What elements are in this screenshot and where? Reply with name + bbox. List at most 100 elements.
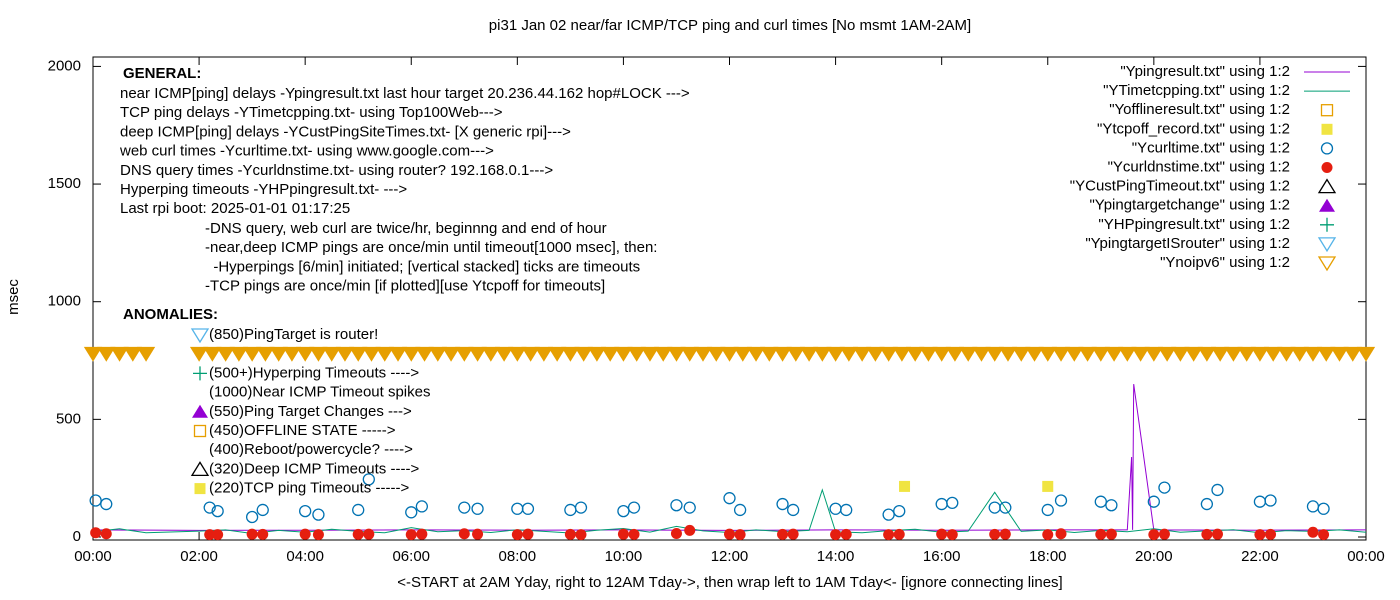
data-point bbox=[100, 528, 112, 540]
data-point bbox=[892, 346, 912, 362]
data-point bbox=[511, 502, 524, 515]
data-point bbox=[472, 528, 484, 540]
x-tick-label: 00:00 bbox=[1347, 548, 1385, 565]
x-tick-label: 18:00 bbox=[1029, 548, 1067, 565]
annotation-heading: GENERAL: bbox=[123, 65, 201, 82]
data-point bbox=[561, 346, 580, 362]
data-point bbox=[1330, 346, 1349, 362]
x-tick-label: 02:00 bbox=[180, 548, 218, 565]
data-point bbox=[587, 346, 607, 362]
annotation: (320)Deep ICMP Timeouts ----> bbox=[209, 460, 419, 477]
data-point bbox=[614, 346, 633, 362]
data-point bbox=[1042, 480, 1054, 492]
legend-label: "Ynoipv6" using 1:2 bbox=[1160, 254, 1290, 271]
data-point bbox=[1131, 346, 1150, 362]
data-point bbox=[1237, 346, 1256, 362]
data-point bbox=[415, 500, 429, 513]
annotation: -DNS query, web curl are twice/hr, begin… bbox=[205, 220, 607, 237]
annotation: TCP ping delays -YTimetcpping.txt- using… bbox=[120, 104, 503, 121]
data-point bbox=[90, 527, 102, 539]
data-point bbox=[787, 528, 799, 540]
data-point bbox=[670, 527, 682, 539]
data-point bbox=[1211, 483, 1224, 497]
legend-label: "YpingtargetISrouter" using 1:2 bbox=[1085, 235, 1290, 252]
x-tick-label: 14:00 bbox=[817, 548, 855, 565]
data-point bbox=[1078, 346, 1097, 362]
data-point bbox=[776, 497, 789, 511]
data-point bbox=[216, 346, 235, 362]
data-point bbox=[1317, 502, 1330, 515]
data-point bbox=[458, 501, 471, 514]
data-point bbox=[322, 346, 341, 362]
series-line bbox=[92, 488, 1367, 535]
annotation: -near,deep ICMP pings are once/min until… bbox=[205, 239, 657, 256]
data-point bbox=[110, 346, 129, 362]
data-point bbox=[1307, 526, 1319, 538]
data-point bbox=[936, 528, 948, 540]
data-point bbox=[628, 528, 640, 540]
data-point bbox=[1038, 346, 1057, 362]
legend-swatch bbox=[1317, 178, 1337, 194]
annotation: (1000)Near ICMP Timeout spikes bbox=[209, 384, 430, 401]
data-point bbox=[670, 499, 683, 512]
data-point bbox=[212, 529, 224, 541]
data-point bbox=[189, 346, 209, 362]
data-point bbox=[415, 346, 434, 362]
data-point bbox=[296, 346, 315, 362]
x-tick-label: 06:00 bbox=[392, 548, 430, 565]
y-tick-label: 1000 bbox=[48, 293, 81, 310]
data-point bbox=[1157, 346, 1177, 362]
legend-swatch bbox=[1320, 142, 1334, 155]
data-point bbox=[362, 346, 381, 362]
data-point bbox=[269, 346, 288, 362]
x-axis-label: <-START at 2AM Yday, right to 12AM Tday-… bbox=[397, 574, 1062, 591]
legend-label: "Ypingresult.txt" using 1:2 bbox=[1120, 63, 1290, 80]
data-point bbox=[720, 346, 739, 362]
data-point bbox=[402, 346, 421, 362]
data-point bbox=[830, 529, 842, 541]
data-point bbox=[733, 503, 747, 517]
data-point bbox=[883, 529, 895, 541]
annotation: (400)Reboot/powercycle? ----> bbox=[209, 441, 413, 458]
data-point bbox=[746, 346, 766, 362]
legend-swatch bbox=[1317, 237, 1337, 253]
annotation: Hyperping timeouts -YHPpingresult.txt- -… bbox=[120, 181, 407, 198]
legend-swatch bbox=[1317, 256, 1337, 272]
annotation-marker bbox=[194, 483, 206, 495]
data-point bbox=[1197, 346, 1217, 362]
data-point bbox=[83, 346, 103, 362]
data-point bbox=[1148, 529, 1160, 541]
data-point bbox=[416, 528, 428, 540]
data-point bbox=[998, 346, 1018, 362]
data-point bbox=[522, 528, 534, 540]
data-point bbox=[1105, 528, 1117, 540]
data-point bbox=[777, 528, 789, 540]
data-point bbox=[1200, 497, 1214, 511]
data-point bbox=[724, 528, 735, 540]
data-point bbox=[97, 346, 116, 362]
data-point bbox=[405, 529, 417, 541]
data-point bbox=[1265, 528, 1277, 540]
data-point bbox=[972, 346, 991, 362]
data-point bbox=[684, 524, 696, 536]
data-point bbox=[999, 501, 1012, 514]
data-point bbox=[511, 529, 523, 541]
data-point bbox=[640, 346, 660, 362]
annotation-marker bbox=[193, 366, 207, 381]
data-point bbox=[654, 346, 673, 362]
data-point bbox=[282, 346, 302, 362]
data-point bbox=[893, 504, 906, 518]
data-point bbox=[1095, 528, 1107, 540]
data-point bbox=[100, 497, 113, 511]
y-axis-label: msec bbox=[5, 279, 22, 315]
data-point bbox=[899, 480, 911, 492]
data-point bbox=[458, 528, 470, 540]
data-point bbox=[1264, 494, 1277, 507]
data-point bbox=[468, 346, 487, 362]
data-point bbox=[600, 346, 620, 362]
data-point bbox=[787, 503, 800, 517]
data-point bbox=[352, 503, 365, 517]
data-point bbox=[1224, 346, 1243, 362]
data-point bbox=[866, 346, 885, 362]
